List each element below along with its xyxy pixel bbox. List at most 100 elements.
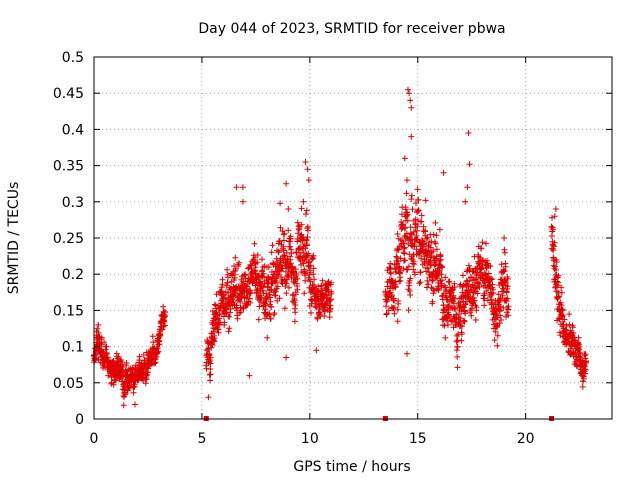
data-point: [268, 249, 275, 256]
data-point: [94, 325, 101, 332]
data-point: [559, 307, 566, 314]
data-point: [113, 350, 120, 357]
data-point: [404, 177, 410, 184]
axis-ticks: [93, 56, 612, 420]
data-point: [414, 208, 421, 215]
data-point: [255, 316, 262, 323]
data-point: [401, 250, 408, 257]
data-point: [149, 333, 156, 340]
data-point: [221, 319, 228, 326]
data-point: [224, 279, 231, 286]
data-point: [292, 302, 299, 308]
data-point: [399, 211, 405, 218]
data-point: [401, 155, 408, 162]
data-point: [441, 322, 448, 329]
data-point: [209, 342, 216, 348]
data-point: [425, 281, 432, 288]
chart-title: Day 044 of 2023, SRMTID for receiver pbw…: [198, 21, 505, 37]
data-point: [454, 364, 461, 371]
data-point: [553, 267, 559, 273]
data-point: [296, 253, 303, 260]
data-point: [122, 391, 129, 398]
data-point: [294, 275, 301, 282]
data-point: [458, 337, 465, 344]
data-point: [576, 341, 582, 348]
data-point: [413, 200, 419, 207]
data-point: [503, 279, 510, 286]
data-point: [415, 207, 422, 214]
data-point: [414, 186, 421, 193]
data-point: [277, 200, 284, 207]
data-point: [304, 241, 311, 248]
data-point: [207, 354, 214, 361]
data-point: [551, 243, 558, 250]
data-point: [454, 343, 461, 350]
data-point: [501, 267, 508, 274]
data-point: [431, 239, 438, 246]
data-point: [466, 161, 473, 168]
data-point: [476, 284, 483, 290]
data-point: [400, 265, 407, 272]
data-point: [452, 305, 459, 312]
data-point: [307, 269, 314, 276]
data-point: [402, 224, 409, 231]
data-point: [394, 231, 401, 237]
data-point: [502, 263, 509, 270]
data-point: [276, 295, 283, 302]
data-point: [504, 275, 511, 282]
data-point: [161, 318, 168, 325]
data-point: [205, 394, 212, 401]
y-tick-label: 0: [75, 412, 84, 428]
data-point: [310, 252, 317, 259]
data-point: [473, 276, 480, 282]
data-point: [407, 97, 414, 104]
data-point: [205, 345, 212, 352]
data-point: [233, 184, 240, 191]
grid-lines: [94, 57, 612, 419]
data-point: [304, 166, 311, 173]
data-point: [236, 259, 242, 266]
data-point: [247, 299, 254, 306]
data-point: [95, 321, 102, 328]
data-point: [504, 295, 511, 302]
data-point: [227, 306, 234, 313]
data-point: [262, 302, 269, 309]
data-point: [321, 313, 328, 319]
data-point: [436, 226, 443, 233]
x-tick-label: 20: [517, 431, 535, 447]
x-tick-labels: 0 5 10 15 20: [90, 431, 535, 447]
data-point: [274, 271, 281, 278]
data-point: [307, 278, 314, 285]
y-tick-label: 0.45: [53, 86, 84, 102]
data-point: [434, 246, 440, 253]
data-point: [291, 297, 298, 304]
data-point: [468, 312, 475, 319]
data-point: [453, 347, 460, 354]
data-point: [483, 288, 490, 294]
data-point: [402, 257, 408, 264]
data-point: [115, 353, 122, 360]
data-point: [446, 278, 453, 285]
data-point: [411, 269, 418, 276]
data-point: [285, 227, 292, 234]
data-point: [207, 377, 214, 384]
data-point: [225, 290, 232, 296]
data-point: [489, 276, 496, 283]
data-point: [104, 354, 111, 361]
data-point: [430, 248, 437, 254]
data-point: [314, 315, 321, 322]
data-point: [504, 283, 511, 290]
data-point: [418, 212, 425, 219]
data-point: [481, 295, 488, 302]
y-axis-label: SRMTID / TECUs: [6, 182, 22, 295]
data-point: [404, 217, 411, 224]
data-point: [429, 298, 436, 305]
data-point: [101, 339, 108, 346]
data-point: [461, 318, 468, 325]
data-point: [405, 263, 412, 270]
data-point: [432, 256, 439, 263]
data-point: [247, 261, 254, 268]
data-point: [281, 305, 288, 312]
data-point: [479, 239, 486, 246]
data-point: [475, 280, 482, 287]
